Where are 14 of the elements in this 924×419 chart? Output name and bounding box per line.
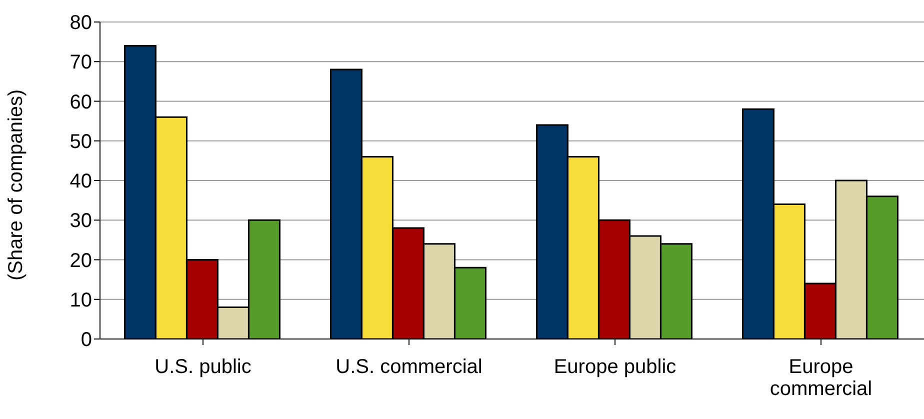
x-tick-label: Europe commercial: [770, 356, 872, 400]
y-tick-label: 50: [70, 130, 92, 153]
y-tick-label: 30: [70, 210, 92, 232]
y-tick-label: 20: [70, 250, 92, 272]
y-tick-label: 40: [70, 170, 92, 193]
y-tick-label: 10: [70, 289, 92, 312]
y-axis-title: (Share of companies): [5, 89, 28, 280]
y-tick-label: 80: [70, 12, 92, 34]
x-tick-label: Europe public: [554, 356, 676, 378]
y-tick-label: 70: [70, 52, 92, 74]
x-tick-label: U.S. public: [154, 356, 252, 378]
y-tick-label: 60: [70, 91, 92, 114]
x-tick-label: U.S. commercial: [336, 356, 482, 378]
y-tick-label: 0: [80, 329, 92, 352]
